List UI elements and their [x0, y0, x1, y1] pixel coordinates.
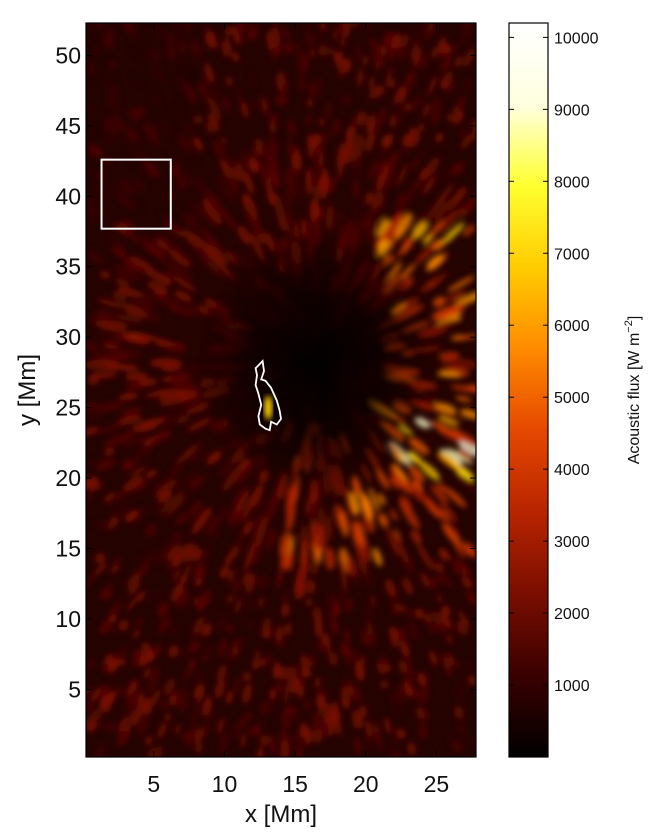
colorbar: 1000 2000 3000 4000 5000 6000 7000 8000 9000 1000…: [508, 22, 643, 758]
y-tick-label: 20: [55, 465, 81, 491]
x-tick-label: 20: [353, 771, 379, 797]
y-tick-label: 5: [68, 676, 81, 702]
colorbar-tick-label: 5000: [554, 390, 590, 407]
y-axis: 5 10 15 20 25 30 35 40 45 50: [55, 42, 476, 702]
y-tick-label: 40: [55, 183, 81, 209]
y-tick-label: 25: [55, 395, 81, 421]
x-tick-label: 5: [147, 771, 160, 797]
colorbar-frame: [508, 22, 549, 758]
colorbar-tick-label: 9000: [554, 102, 590, 119]
x-axis-label: x [Mm]: [245, 801, 317, 828]
colorbar-tick-label: 6000: [554, 318, 590, 335]
colorbar-tick-label: 3000: [554, 534, 590, 551]
colorbar-tick-label: 7000: [554, 246, 590, 263]
acoustic-flux-map: [86, 23, 476, 757]
contour-line: [254, 359, 282, 432]
colorbar-gradient: [509, 23, 548, 757]
colorbar-tick-label: 2000: [554, 606, 590, 623]
plot-frame: [85, 22, 477, 758]
main-plot: 5 10 15 20 25 5 10 15 20 25 30 35 40 45 50 x [Mm] y […: [14, 22, 477, 828]
umbra-shade: [196, 235, 437, 496]
colorbar-tick-label: 10000: [554, 30, 599, 47]
x-tick-label: 10: [212, 771, 238, 797]
y-tick-label: 45: [55, 113, 81, 139]
colorbar-tick-label: 4000: [554, 462, 590, 479]
y-tick-label: 10: [55, 606, 81, 632]
x-axis: 5 10 15 20 25: [147, 23, 449, 797]
colorbar-tick-label: 1000: [554, 678, 590, 695]
colorbar-label: Acoustic flux [W m−2]: [623, 316, 643, 465]
bright-plume: [264, 395, 273, 420]
y-tick-label: 50: [55, 42, 81, 68]
x-tick-label: 25: [424, 771, 450, 797]
y-tick-label: 15: [55, 535, 81, 561]
colorbar-ticks: 1000 2000 3000 4000 5000 6000 7000 8000 9000 1000…: [509, 30, 599, 695]
x-tick-label: 15: [282, 771, 308, 797]
y-tick-label: 35: [55, 254, 81, 280]
y-tick-label: 30: [55, 324, 81, 350]
quiet-region-box: [100, 158, 172, 230]
colorbar-tick-label: 8000: [554, 174, 590, 191]
y-axis-label: y [Mm]: [14, 354, 41, 426]
